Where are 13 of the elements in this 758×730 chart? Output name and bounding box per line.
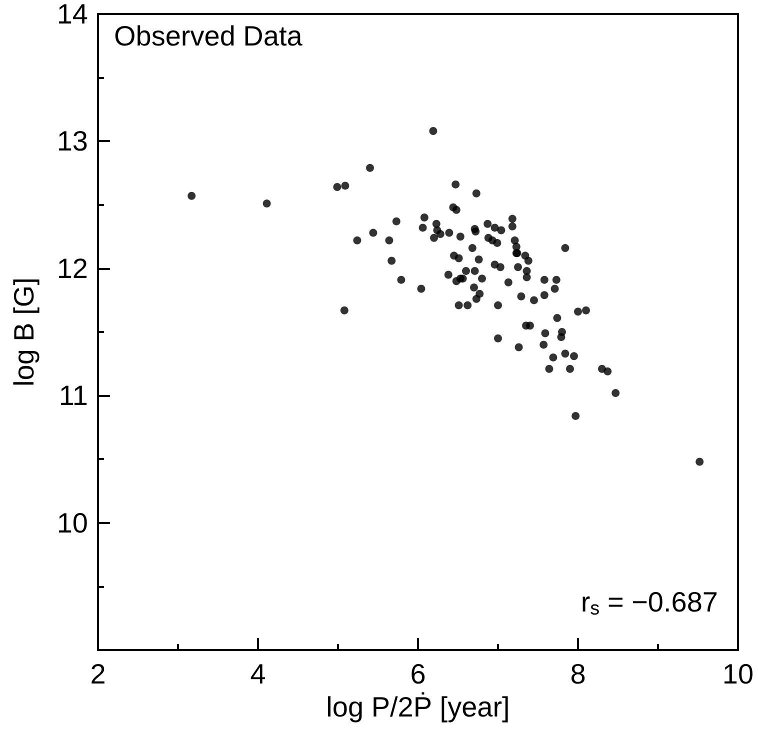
x-tick-label: 4 <box>250 658 266 690</box>
x-tick-label: 6 <box>410 658 426 690</box>
y-tick-label: 12 <box>56 252 88 284</box>
y-tick-label: 14 <box>56 0 88 30</box>
annotation: Observed Data <box>114 20 303 52</box>
x-axis-title: log P/2Ṗ [year] <box>326 691 510 722</box>
y-axis-title: log B [G] <box>8 278 40 386</box>
x-tick-label: 2 <box>90 658 106 690</box>
x-tick-label: 10 <box>722 658 754 690</box>
y-tick-label: 11 <box>58 380 88 412</box>
y-tick-label: 10 <box>56 507 88 538</box>
x-tick-label: 8 <box>570 658 586 690</box>
y-tick-label: 13 <box>56 126 88 157</box>
